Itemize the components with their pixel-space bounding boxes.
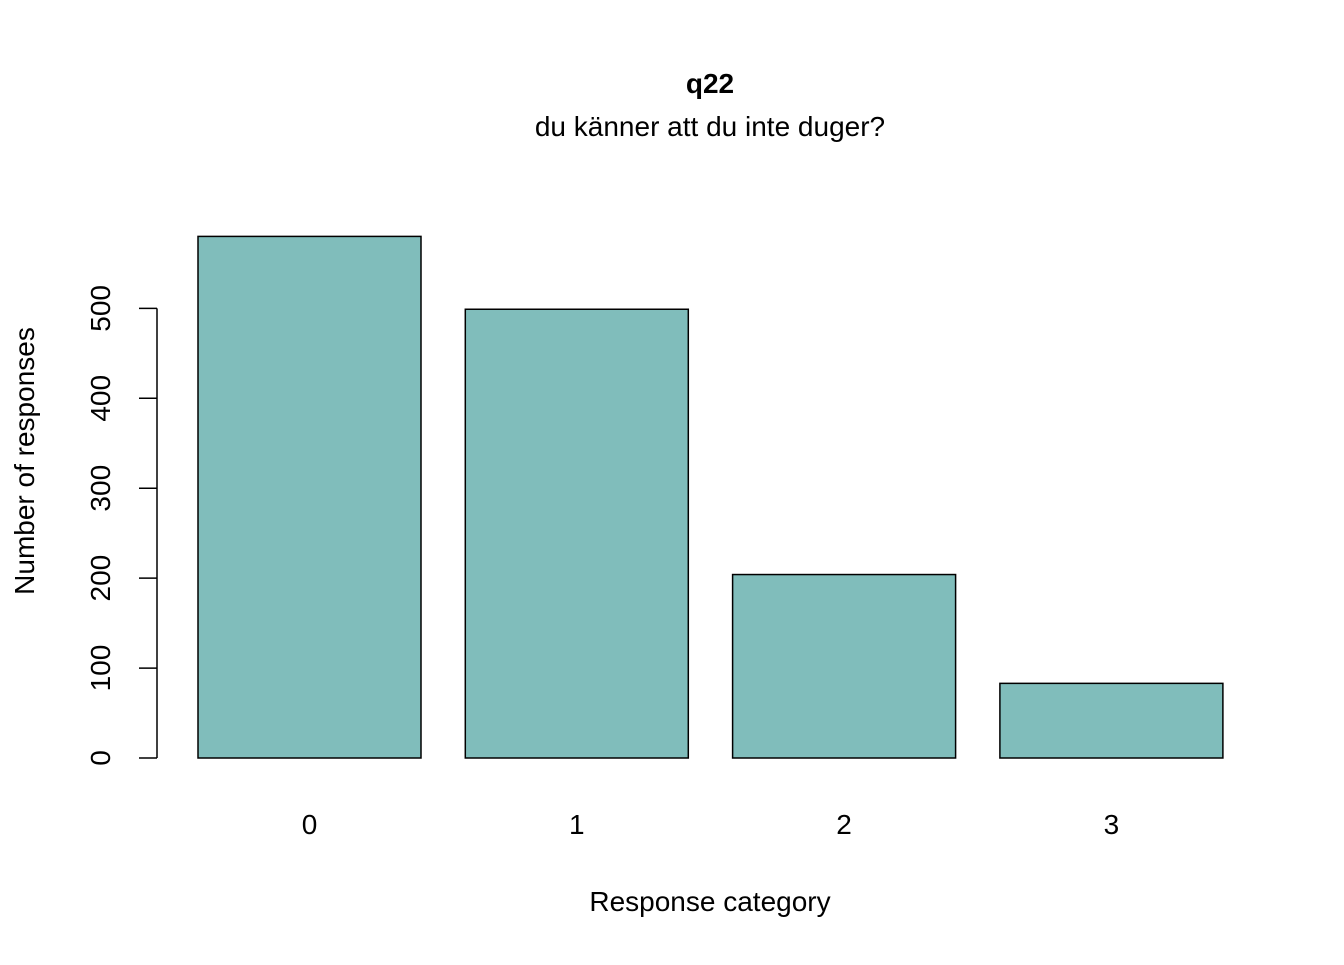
y-tick-label: 500 [85, 285, 116, 332]
y-tick-label: 400 [85, 375, 116, 422]
y-tick-label: 100 [85, 645, 116, 692]
bar-0 [197, 235, 422, 759]
chart-title: q22 [686, 68, 734, 99]
x-tick-label: 1 [569, 809, 585, 840]
y-axis: 0 100 200 300 400 500 [85, 285, 158, 766]
x-tick-labels: 0 1 2 3 [302, 809, 1119, 840]
bars [197, 235, 1224, 759]
x-tick-label: 2 [836, 809, 852, 840]
x-tick-label: 3 [1104, 809, 1120, 840]
chart-subtitle: du känner att du inte duger? [535, 111, 885, 142]
y-tick-label: 300 [85, 465, 116, 512]
x-tick-label: 0 [302, 809, 318, 840]
bar-1 [464, 308, 690, 759]
y-axis-label: Number of responses [9, 327, 40, 595]
bar-3 [999, 682, 1224, 759]
x-axis-label: Response category [589, 886, 830, 917]
y-tick-label: 200 [85, 555, 116, 602]
bar-2 [731, 573, 957, 759]
y-tick-label: 0 [85, 750, 116, 766]
